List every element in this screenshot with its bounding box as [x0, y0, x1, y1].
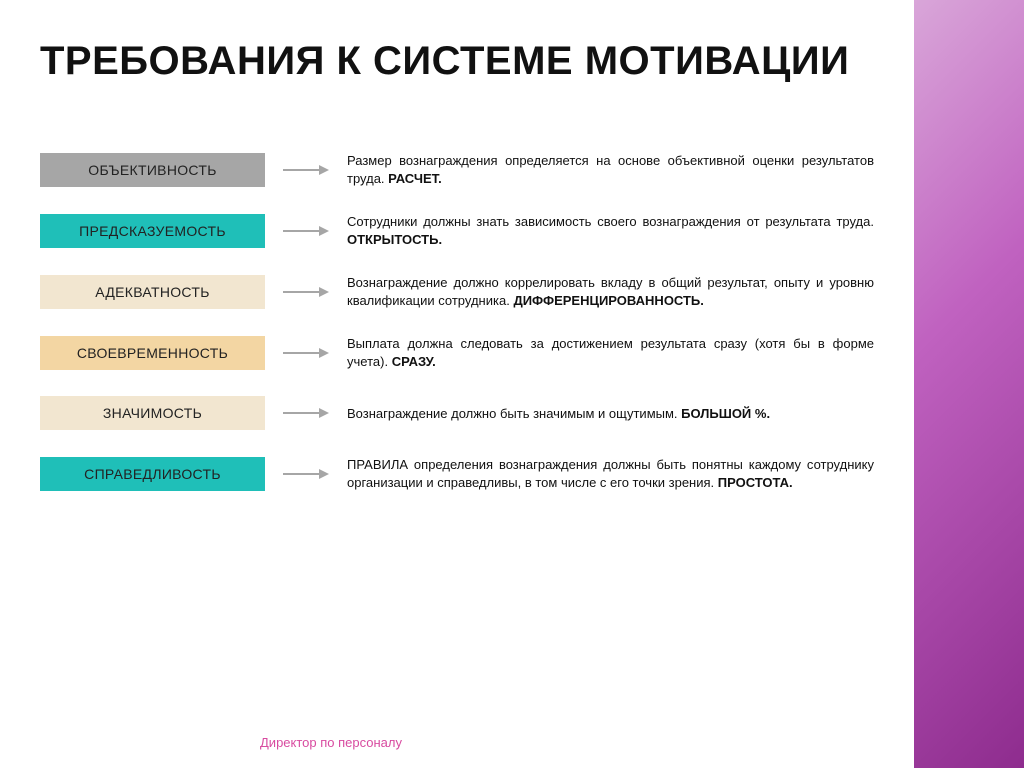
requirement-row: ПРЕДСКАЗУЕМОСТЬ Сотрудники должны знать … — [40, 213, 884, 248]
desc-adequacy: Вознаграждение должно коррелировать вкла… — [347, 274, 884, 309]
arrow-icon — [283, 406, 329, 420]
desc-predictability: Сотрудники должны знать зависимость свое… — [347, 213, 884, 248]
requirement-row: АДЕКВАТНОСТЬ Вознаграждение должно корре… — [40, 274, 884, 309]
requirement-row: СВОЕВРЕМЕННОСТЬ Выплата должна следовать… — [40, 335, 884, 370]
desc-bold: ПРОСТОТА. — [718, 475, 793, 490]
arrow-icon — [283, 163, 329, 177]
arrow-icon — [283, 346, 329, 360]
requirement-row: ЗНАЧИМОСТЬ Вознаграждение должно быть зн… — [40, 396, 884, 430]
label-adequacy: АДЕКВАТНОСТЬ — [40, 275, 265, 309]
requirement-row: СПРАВЕДЛИВОСТЬ ПРАВИЛА определения возна… — [40, 456, 884, 491]
main-content: ТРЕБОВАНИЯ К СИСТЕМЕ МОТИВАЦИИ ОБЪЕКТИВН… — [0, 0, 914, 768]
desc-timeliness: Выплата должна следовать за достижением … — [347, 335, 884, 370]
requirements-list: ОБЪЕКТИВНОСТЬ Размер вознаграждения опре… — [40, 152, 884, 491]
arrow-icon — [283, 467, 329, 481]
desc-text: Сотрудники должны знать зависимость свое… — [347, 214, 874, 229]
desc-bold: СРАЗУ. — [392, 354, 436, 369]
desc-bold: ДИФФЕРЕНЦИРОВАННОСТЬ. — [513, 293, 703, 308]
desc-significance: Вознаграждение должно быть значимым и ощ… — [347, 405, 884, 423]
label-objectivity: ОБЪЕКТИВНОСТЬ — [40, 153, 265, 187]
desc-bold: БОЛЬШОЙ %. — [681, 406, 770, 421]
desc-fairness: ПРАВИЛА определения вознаграждения должн… — [347, 456, 884, 491]
page-title: ТРЕБОВАНИЯ К СИСТЕМЕ МОТИВАЦИИ — [40, 40, 884, 82]
label-significance: ЗНАЧИМОСТЬ — [40, 396, 265, 430]
arrow-icon — [283, 285, 329, 299]
desc-bold: РАСЧЕТ. — [388, 171, 442, 186]
requirement-row: ОБЪЕКТИВНОСТЬ Размер вознаграждения опре… — [40, 152, 884, 187]
side-gradient-decoration — [914, 0, 1024, 768]
label-predictability: ПРЕДСКАЗУЕМОСТЬ — [40, 214, 265, 248]
label-fairness: СПРАВЕДЛИВОСТЬ — [40, 457, 265, 491]
footer-text: Директор по персоналу — [260, 735, 402, 750]
desc-text: Вознаграждение должно быть значимым и ощ… — [347, 406, 678, 421]
arrow-icon — [283, 224, 329, 238]
desc-objectivity: Размер вознаграждения определяется на ос… — [347, 152, 884, 187]
desc-bold: ОТКРЫТОСТЬ. — [347, 232, 442, 247]
desc-text: ПРАВИЛА определения вознаграждения должн… — [347, 457, 874, 490]
label-timeliness: СВОЕВРЕМЕННОСТЬ — [40, 336, 265, 370]
